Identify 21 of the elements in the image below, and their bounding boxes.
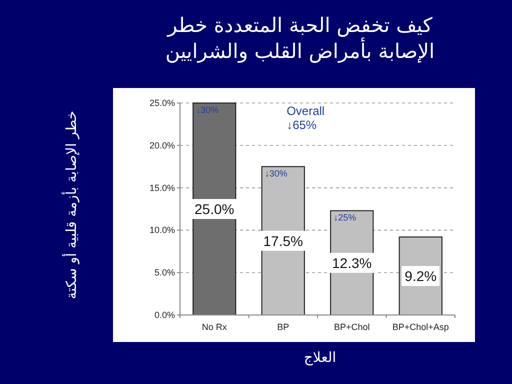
annotation: ↓30% xyxy=(264,168,288,179)
data-label: 9.2% xyxy=(404,268,437,284)
data-label: 12.3% xyxy=(332,254,372,271)
data-label: 17.5% xyxy=(263,232,303,249)
y-tick-label: 0.0% xyxy=(154,310,175,320)
y-axis-title: خطر الإصابة بأزمة قلبية أو سكتة xyxy=(61,110,80,300)
annotation: ↓25% xyxy=(334,212,356,223)
title: كيف تخفض الحبة المتعددة خطر الإصابة بأمراض القلب والشرايين xyxy=(164,12,436,64)
data-label: 25.0% xyxy=(194,201,234,217)
x-tick-label: BP+Chol+Asp xyxy=(392,322,449,332)
x-tick-label: No Rx xyxy=(202,322,228,332)
x-axis-title: العلاج xyxy=(304,350,336,366)
x-tick-label: BP xyxy=(277,322,290,332)
y-tick-label: 25.0% xyxy=(149,98,175,108)
y-tick-label: 5.0% xyxy=(154,268,175,278)
y-tick-label: 15.0% xyxy=(149,182,175,193)
annotation: ↓30% xyxy=(196,105,219,115)
x-tick-label: BP+Chol xyxy=(334,322,370,332)
annotation: Overall ↓65% xyxy=(286,104,325,132)
y-tick-label: 20.0% xyxy=(149,140,175,150)
y-tick-label: 10.0% xyxy=(149,225,175,236)
